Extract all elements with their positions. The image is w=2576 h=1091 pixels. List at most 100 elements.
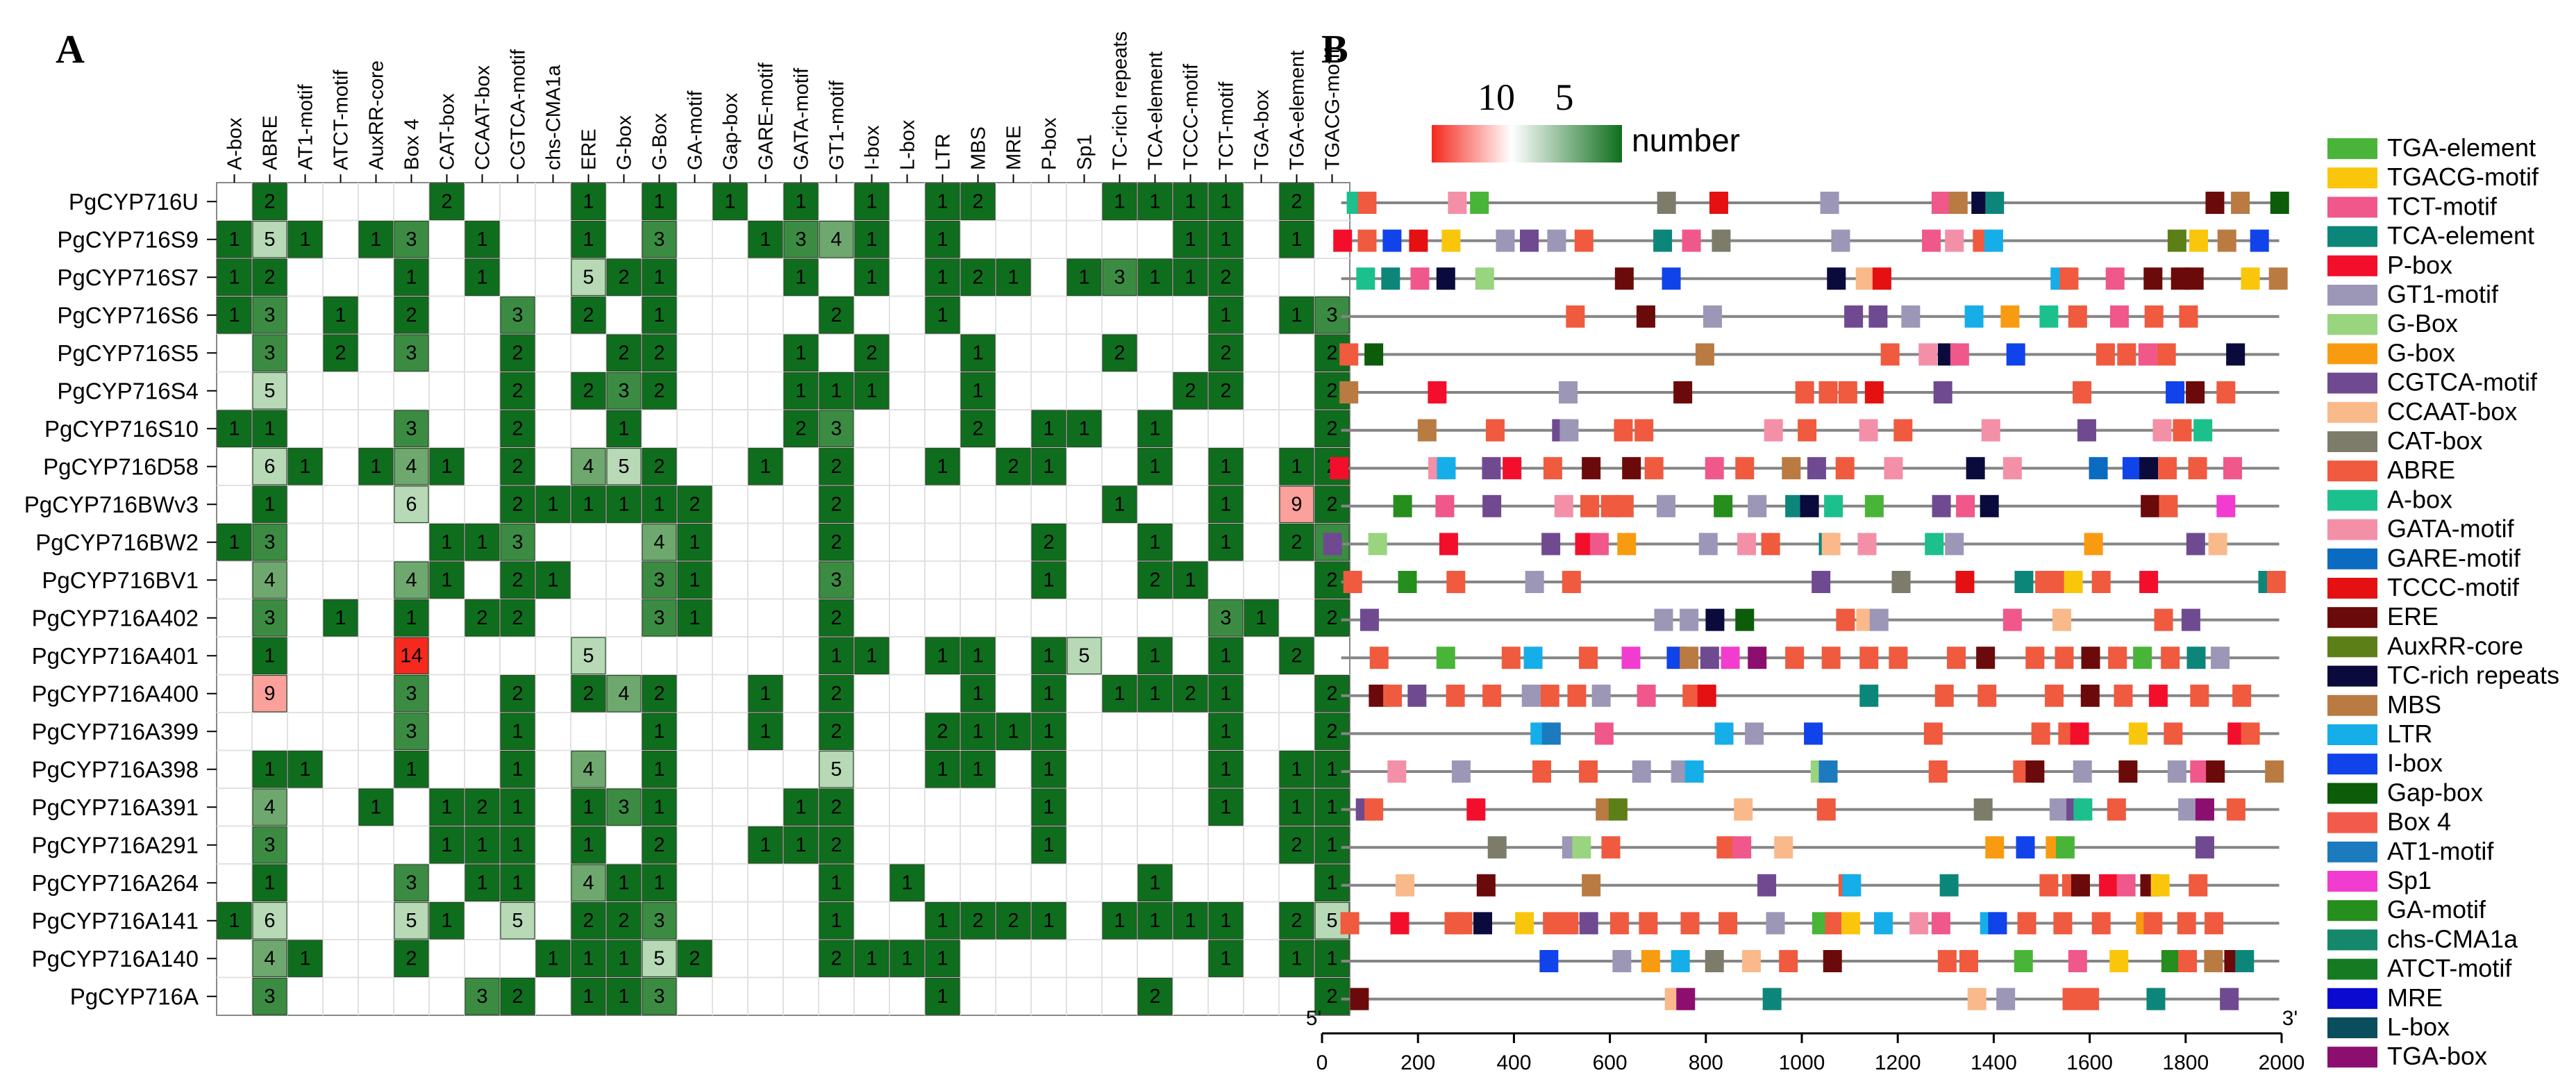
heatmap-cell: [1031, 447, 1067, 485]
motif-box: [1356, 267, 1375, 290]
heatmap-cell: [854, 220, 889, 258]
heatmap-cell: [394, 599, 429, 637]
motif-box: [1864, 381, 1884, 403]
legend-label: MRE: [2387, 983, 2443, 1012]
motif-box: [2226, 798, 2245, 821]
heatmap-cell-value: 1: [476, 531, 487, 553]
heatmap-cell: [889, 864, 925, 902]
legend-label: TC-rich repeats: [2387, 661, 2559, 690]
legend-swatch: [2327, 255, 2377, 276]
motif-box: [1671, 950, 1690, 972]
motif-box: [1735, 608, 1755, 631]
motif-box: [1737, 533, 1757, 556]
heatmap-cell-value: 1: [618, 417, 629, 440]
motif-box: [1988, 912, 2007, 935]
heatmap-cell: [217, 258, 252, 297]
heatmap-cell-value: 2: [653, 342, 664, 364]
column-label: ERE: [578, 128, 601, 170]
motif-box: [1398, 571, 1417, 593]
heatmap-cell-value: 4: [583, 872, 594, 894]
heatmap-cell-value: 1: [795, 190, 806, 213]
x-tick-label: 1200: [1875, 1051, 1921, 1074]
heatmap-cell-value: 2: [1326, 607, 1337, 629]
motif-box: [1525, 571, 1544, 593]
heatmap-cell: [1173, 220, 1208, 258]
heatmap-cell-value: 1: [830, 872, 842, 894]
heatmap-cell-value: 1: [653, 720, 664, 742]
heatmap-cell: [819, 296, 854, 334]
heatmap-cell: [465, 977, 500, 1015]
motif-box: [1617, 533, 1637, 556]
motif-box: [2144, 305, 2164, 328]
motif-box: [1369, 647, 1389, 669]
heatmap-cell-value: 1: [866, 947, 877, 969]
heatmap-cell: [1208, 258, 1244, 297]
heatmap-cell: [1031, 901, 1067, 940]
motif-box: [2148, 684, 2168, 707]
heatmap-cell-value: 6: [264, 910, 275, 932]
motif-box: [1714, 722, 1734, 745]
heatmap-cell: [500, 788, 535, 826]
heatmap-cell: [1314, 599, 1350, 637]
heatmap-cell-value: 5: [583, 644, 594, 667]
heatmap-cell: [1279, 901, 1314, 940]
motif-box: [2178, 950, 2198, 972]
heatmap-cell: [571, 864, 606, 902]
heatmap-cell: [394, 334, 429, 372]
heatmap-cell-value: 3: [795, 228, 806, 251]
motif-box: [1503, 457, 1522, 480]
motif-box: [1515, 912, 1534, 935]
column-label: TGA-element: [1287, 51, 1309, 170]
heatmap-cell-value: 2: [830, 607, 842, 629]
column-label: CAT-box: [437, 93, 459, 170]
motif-box: [1857, 533, 1877, 556]
heatmap-cell: [571, 258, 606, 297]
heatmap-cell-value: 5: [1326, 910, 1337, 932]
heatmap-cell-value: 2: [1326, 493, 1337, 515]
heatmap-cell-value: 1: [866, 190, 877, 213]
legend-label: P-box: [2387, 251, 2452, 279]
heatmap-cell: [323, 599, 358, 637]
heatmap-cell: [1208, 334, 1244, 372]
heatmap-cell-value: 1: [228, 910, 240, 932]
heatmap-cell-value: 2: [1326, 683, 1337, 705]
legend-label: Gap-box: [2387, 778, 2483, 806]
heatmap-cell-value: 1: [1043, 569, 1054, 591]
heatmap-cell-value: 2: [1185, 380, 1196, 402]
heatmap-cell: [819, 485, 854, 524]
legend-swatch: [2327, 490, 2377, 511]
heatmap-cell-value: 3: [653, 607, 664, 629]
motif-box: [1844, 305, 1864, 328]
legend-label: ERE: [2387, 602, 2439, 631]
heatmap-cell-value: 1: [795, 834, 806, 856]
motif-box: [1818, 381, 1838, 403]
heatmap-cell: [571, 183, 606, 221]
heatmap-cell-value: 2: [441, 190, 452, 213]
motif-box: [1948, 192, 1968, 214]
heatmap-cell-value: 1: [724, 190, 735, 213]
motif-box: [1705, 608, 1725, 631]
heatmap-cell-value: 4: [264, 796, 275, 818]
heatmap-cell: [819, 447, 854, 485]
heatmap-cell: [217, 296, 252, 334]
heatmap-cell: [252, 940, 287, 978]
motif-box: [2084, 533, 2103, 556]
heatmap-cell-value: 3: [653, 228, 664, 251]
heatmap-cell: [1173, 561, 1208, 599]
motif-box: [1734, 798, 1753, 821]
heatmap-cell-value: 3: [1114, 266, 1125, 288]
motif-box: [2143, 912, 2163, 935]
heatmap-cell-value: 6: [264, 456, 275, 478]
heatmap-cell-value: 3: [405, 417, 417, 440]
column-label: TGACG-motif: [1322, 47, 1344, 170]
column-label: TCCC-motif: [1180, 63, 1203, 170]
heatmap-cell: [217, 901, 252, 940]
motif-box: [1364, 798, 1384, 821]
column-label: TC-rich repeats: [1110, 31, 1132, 170]
heatmap-cell-value: 1: [228, 417, 240, 440]
heatmap-cell: [500, 561, 535, 599]
row-label: PgCYP716A141: [32, 908, 199, 933]
motif-box: [1774, 836, 1793, 859]
row-label: PgCYP716D58: [43, 453, 199, 479]
heatmap-cell-value: 1: [1291, 947, 1302, 969]
